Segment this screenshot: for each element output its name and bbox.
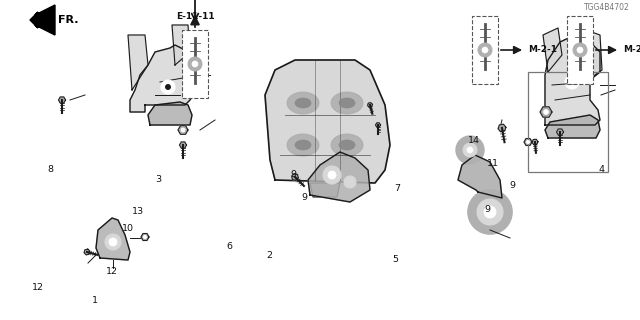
Text: 2: 2 [266,252,272,260]
Text: 3: 3 [156,175,162,184]
Bar [472,16,498,84]
Circle shape [467,147,473,153]
Polygon shape [84,249,90,255]
Circle shape [577,47,583,53]
Text: 6: 6 [226,242,232,251]
Polygon shape [586,30,602,80]
Text: E-11-11: E-11-11 [176,12,214,21]
Polygon shape [524,139,532,146]
Text: 9: 9 [290,170,296,179]
Polygon shape [96,218,130,260]
Ellipse shape [339,98,355,108]
Circle shape [526,140,530,144]
Polygon shape [310,183,340,197]
Polygon shape [128,35,148,90]
Circle shape [456,136,484,164]
Text: 7: 7 [394,184,400,193]
Polygon shape [540,107,552,117]
Text: TGG4B4702: TGG4B4702 [584,3,630,12]
Text: 9: 9 [301,193,308,202]
Ellipse shape [295,140,311,150]
Text: 12: 12 [106,267,118,276]
Bar [528,72,608,172]
Polygon shape [179,142,186,148]
Circle shape [484,206,496,218]
Ellipse shape [295,98,311,108]
Polygon shape [130,45,195,112]
Polygon shape [178,126,188,134]
Polygon shape [498,124,506,132]
Ellipse shape [287,92,319,114]
Circle shape [543,109,548,114]
Circle shape [565,75,579,89]
Text: 9: 9 [484,205,491,214]
Polygon shape [458,155,502,198]
Text: M-2-1: M-2-1 [623,45,640,54]
Text: 13: 13 [132,207,143,216]
Text: 1: 1 [92,296,98,305]
Bar [567,16,593,84]
Circle shape [478,43,492,57]
Text: M-2-1: M-2-1 [528,45,557,54]
Circle shape [468,190,512,234]
Circle shape [109,238,117,246]
Text: 8: 8 [47,165,53,174]
Polygon shape [367,103,372,108]
Circle shape [482,47,488,53]
Polygon shape [543,28,562,72]
Polygon shape [545,35,600,125]
Polygon shape [265,60,390,183]
Ellipse shape [339,140,355,150]
Ellipse shape [331,92,363,114]
Text: 5: 5 [392,255,399,264]
Polygon shape [141,234,149,240]
Circle shape [344,176,356,188]
Polygon shape [30,5,55,35]
Text: 12: 12 [33,283,44,292]
Circle shape [105,234,121,250]
Text: 9: 9 [509,181,515,190]
Polygon shape [557,129,563,135]
Circle shape [188,57,202,71]
Circle shape [569,79,575,85]
Circle shape [323,166,341,184]
Text: 4: 4 [598,165,605,174]
Bar [182,30,208,98]
Circle shape [477,199,503,225]
Polygon shape [376,123,381,127]
Polygon shape [172,25,190,65]
Circle shape [573,43,587,57]
Circle shape [463,143,477,157]
Text: FR.: FR. [58,15,79,25]
Circle shape [143,236,147,239]
Text: 14: 14 [468,136,479,145]
Polygon shape [292,174,298,180]
Circle shape [161,80,175,94]
Polygon shape [308,152,370,202]
Ellipse shape [287,134,319,156]
Polygon shape [545,115,600,138]
Text: 10: 10 [122,224,134,233]
Circle shape [165,84,171,90]
Polygon shape [148,102,192,125]
Circle shape [181,128,185,132]
Text: 11: 11 [487,159,499,168]
Ellipse shape [331,134,363,156]
Circle shape [328,171,336,179]
Polygon shape [532,139,538,145]
Polygon shape [58,97,65,103]
Circle shape [192,61,198,67]
